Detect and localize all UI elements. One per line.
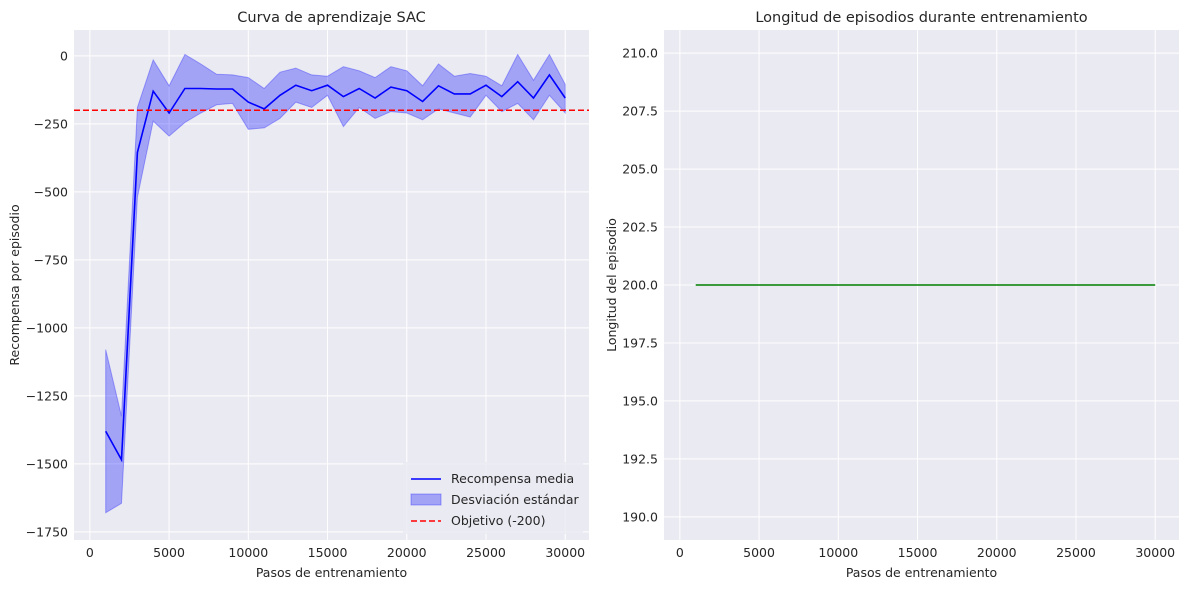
legend-label-target: Objetivo (-200): [451, 513, 545, 528]
legend-label-mean: Recompensa media: [451, 471, 574, 486]
x-tick-label: 15000: [308, 545, 348, 560]
mean-reward-line: [104, 73, 566, 463]
y-tick-label: −750: [34, 252, 68, 267]
y-tick-label: −1000: [26, 320, 68, 335]
x-tick-label: 0: [676, 545, 684, 560]
grid-left: [74, 30, 589, 540]
y-tick-label: 197.5: [622, 335, 658, 350]
marks-left: [74, 53, 589, 514]
x-tick-label: 5000: [743, 545, 775, 560]
x-tick-label: 10000: [228, 545, 268, 560]
y-tick-label: −250: [34, 116, 68, 131]
x-tick-label: 15000: [898, 545, 938, 560]
y-tick-label: 205.0: [622, 162, 658, 177]
x-tick-label: 5000: [153, 545, 185, 560]
grid-right: [664, 30, 1179, 540]
y-tick-label: 190.0: [622, 509, 658, 524]
x-tick-label: 30000: [1135, 545, 1175, 560]
learning-curve-chart: 0 5000 10000 15000 20000 25000 30000 0 −250 −500 −…: [7, 10, 589, 580]
y-tick-label: 202.5: [622, 220, 658, 235]
y-tick-label: −1750: [26, 524, 68, 539]
x-tick-label: 30000: [545, 545, 585, 560]
chart-title-left: Curva de aprendizaje SAC: [237, 10, 425, 26]
x-axis-label-left: Pasos de entrenamiento: [256, 565, 407, 580]
y-tick-label: 200.0: [622, 278, 658, 293]
y-tick-label: 210.0: [622, 46, 658, 61]
y-axis-label-left: Recompensa por episodio: [7, 204, 22, 365]
y-tick-label: 207.5: [622, 104, 658, 119]
x-axis-label-right: Pasos de entrenamiento: [846, 565, 997, 580]
y-tick-label: −1500: [26, 456, 68, 471]
x-tick-label: 25000: [1056, 545, 1096, 560]
ticks-left: 0 5000 10000 15000 20000 25000 30000 0 −250 −500 −…: [26, 48, 585, 560]
x-tick-label: 10000: [818, 545, 858, 560]
y-tick-label: 195.0: [622, 393, 658, 408]
chart-title-right: Longitud de episodios durante entrenamie…: [755, 10, 1087, 26]
x-tick-label: 25000: [466, 545, 506, 560]
legend: Recompensa media Desviación estándar Obj…: [403, 462, 583, 534]
x-tick-label: 20000: [387, 545, 427, 560]
y-axis-label-right: Longitud del episodio: [604, 218, 619, 352]
x-tick-label: 0: [86, 545, 94, 560]
plot-area-left: [74, 30, 589, 540]
y-tick-label: −500: [34, 184, 68, 199]
legend-swatch-std: [410, 493, 442, 506]
ticks-right: 0 5000 10000 15000 20000 25000 30000 190.0 192.5…: [622, 46, 1175, 560]
y-tick-label: 0: [60, 48, 68, 63]
x-tick-label: 20000: [977, 545, 1017, 560]
legend-label-std: Desviación estándar: [451, 492, 580, 507]
y-tick-label: −1250: [26, 388, 68, 403]
y-tick-label: 192.5: [622, 451, 658, 466]
legend-box: [403, 462, 583, 534]
episode-length-chart: 0 5000 10000 15000 20000 25000 30000 190.0 192.5…: [604, 10, 1179, 580]
